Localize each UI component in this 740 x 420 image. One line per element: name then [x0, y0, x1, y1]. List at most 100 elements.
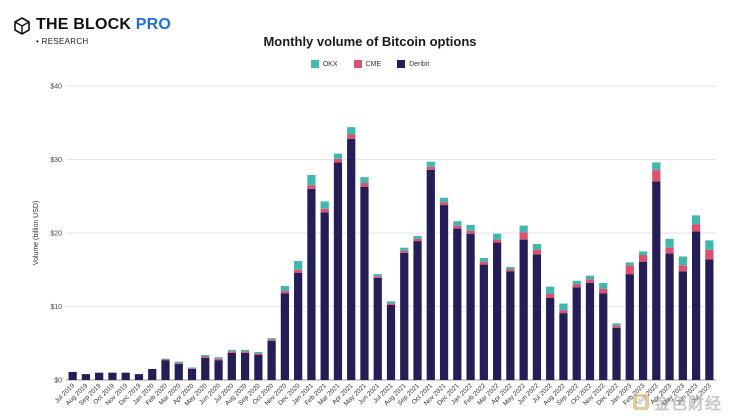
bar-cme — [254, 353, 263, 356]
bar-okx — [532, 244, 542, 250]
y-tick-label: $0 — [54, 378, 62, 385]
bar-okx — [466, 224, 475, 231]
bar-okx — [307, 174, 316, 186]
bar-cme — [174, 363, 183, 364]
bar-deribit — [546, 297, 555, 380]
bar-deribit — [652, 181, 661, 380]
watermark: 金色财经 — [632, 390, 722, 414]
bar-cme — [413, 238, 422, 242]
bar-okx — [479, 257, 488, 262]
bar-cme — [347, 134, 356, 139]
y-tick-label: $30 — [50, 157, 62, 164]
y-tick-label: $20 — [50, 231, 62, 238]
bar-okx — [240, 349, 250, 352]
bar-okx — [612, 323, 621, 326]
bar-deribit — [559, 313, 568, 380]
bar-deribit — [108, 372, 117, 380]
watermark-text: 金色财经 — [653, 396, 722, 413]
bar-okx — [294, 260, 303, 270]
bar-cme — [546, 294, 555, 298]
bar-deribit — [214, 360, 223, 380]
bar-okx — [585, 275, 595, 280]
bar-cme — [267, 339, 276, 342]
brand-main: THE BLOCK — [36, 16, 132, 33]
watermark-logo-icon — [632, 394, 649, 410]
bar-cme — [493, 239, 502, 243]
bar-cme — [612, 325, 621, 328]
bar-okx — [360, 177, 369, 184]
bar-cme — [280, 291, 289, 294]
bar-cme — [227, 351, 236, 353]
bar-deribit — [360, 186, 369, 380]
bar-okx — [214, 357, 223, 359]
bar-deribit — [612, 327, 621, 380]
bar-cme — [453, 225, 462, 229]
bar-cme — [519, 232, 528, 240]
bar-okx — [625, 262, 634, 266]
bar-cme — [652, 169, 661, 182]
bar-okx — [546, 286, 555, 295]
bar-okx — [267, 338, 276, 340]
brand-logo: THE BLOCK PRO — [14, 16, 171, 35]
bar-deribit — [280, 293, 289, 380]
bar-cme — [307, 185, 316, 189]
legend-label-deribit: Deribit — [409, 60, 430, 68]
bar-cme — [294, 269, 303, 273]
brand-pro: PRO — [135, 16, 172, 33]
bar-deribit — [333, 162, 343, 380]
bar-cme — [360, 183, 369, 187]
bar-cme — [678, 265, 687, 272]
bar-deribit — [227, 352, 236, 380]
bar-deribit — [426, 169, 435, 380]
bar-okx — [493, 233, 502, 240]
bar-deribit — [201, 357, 210, 380]
y-axis-label: Volume (billion USD) — [33, 201, 40, 266]
bar-deribit — [81, 374, 91, 380]
legend-item-deribit: Deribit — [397, 60, 429, 68]
bar-deribit — [307, 188, 316, 380]
bar-deribit — [413, 241, 422, 380]
bar-cme — [585, 279, 595, 283]
bar-okx — [280, 285, 289, 292]
bar-cme — [426, 166, 435, 170]
bar-okx — [439, 197, 449, 203]
bar-deribit — [506, 271, 515, 380]
legend-swatch-cme — [353, 60, 362, 68]
bar-cme — [400, 250, 409, 253]
bar-deribit — [439, 205, 449, 380]
bar-okx — [652, 162, 661, 170]
bar-deribit — [95, 372, 104, 380]
bar-okx — [254, 352, 263, 354]
legend-label-okx: OKX — [322, 60, 338, 68]
bar-deribit — [599, 293, 608, 380]
bar-okx — [705, 240, 714, 250]
bar-cme — [572, 284, 581, 288]
bar-deribit — [386, 305, 396, 380]
bar-okx — [691, 215, 701, 225]
bar-deribit — [294, 272, 303, 380]
bar-okx — [599, 282, 608, 289]
bar-okx — [386, 301, 396, 304]
bar-okx — [453, 221, 462, 226]
bar-deribit — [532, 254, 542, 380]
bar-cme — [506, 269, 515, 272]
bar-deribit — [691, 231, 701, 380]
bar-okx — [426, 161, 435, 167]
bar-deribit — [585, 282, 595, 380]
bar-deribit — [254, 355, 263, 380]
bar-okx — [373, 274, 382, 277]
bar-cme — [559, 310, 568, 314]
y-tick-label: $40 — [50, 84, 62, 91]
bar-deribit — [68, 371, 77, 380]
cube-logo-icon — [14, 17, 30, 35]
bar-okx — [413, 235, 422, 239]
bar-deribit — [572, 287, 581, 380]
bar-okx — [638, 251, 648, 256]
bar-deribit — [240, 352, 250, 380]
bar-deribit — [678, 271, 687, 380]
bar-cme — [691, 224, 701, 232]
bar-okx — [161, 358, 170, 360]
legend-swatch-deribit — [397, 60, 406, 68]
bar-deribit — [625, 274, 634, 380]
